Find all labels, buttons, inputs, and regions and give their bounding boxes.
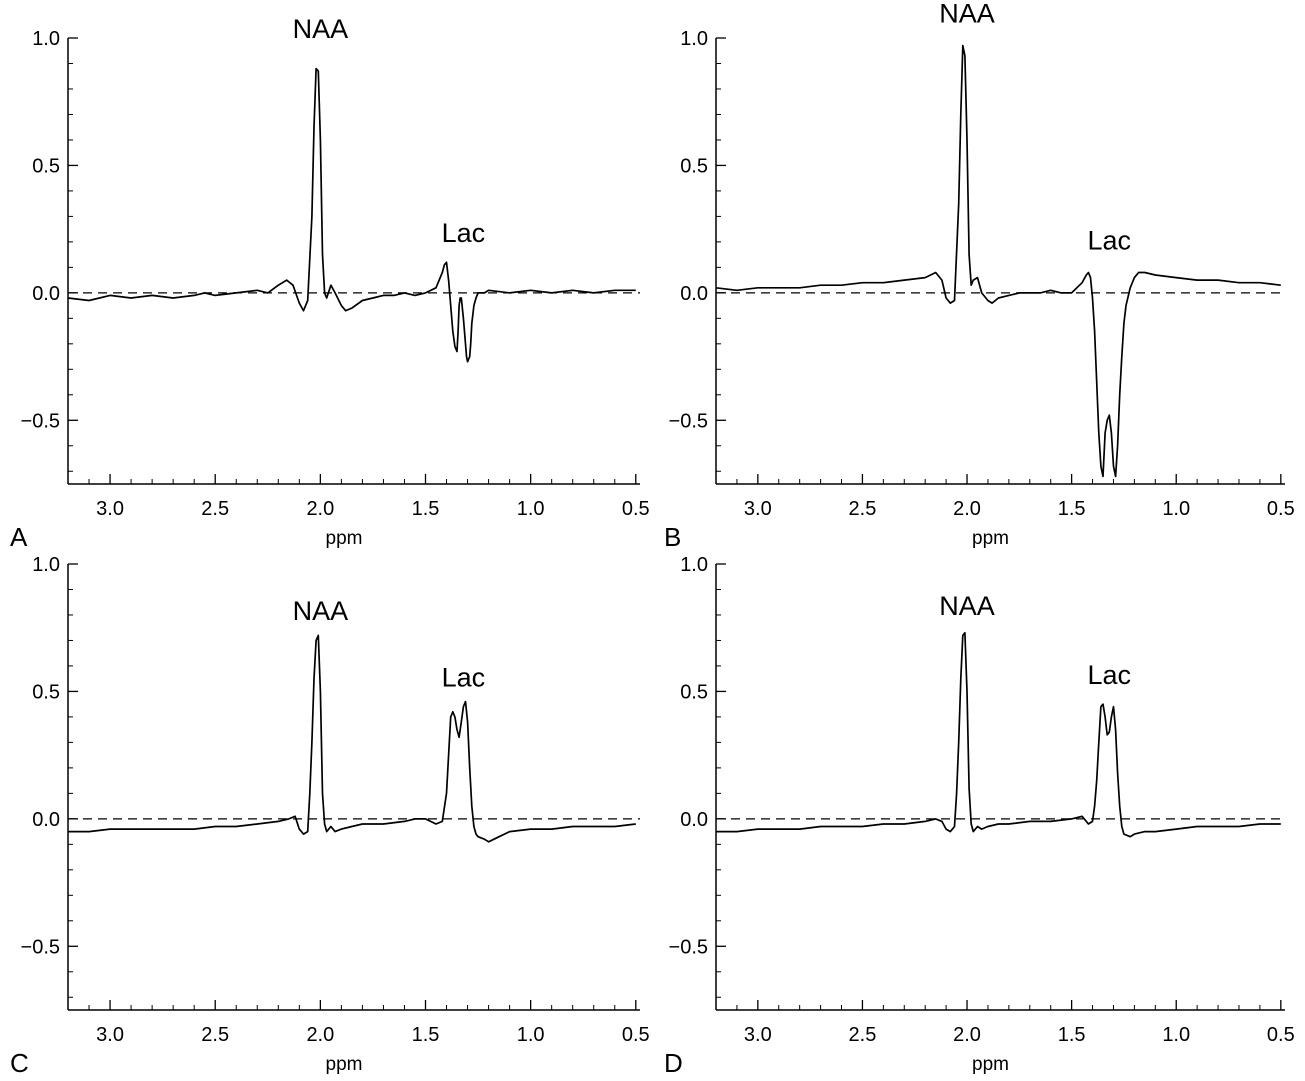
- peak-label-naa: NAA: [293, 596, 349, 626]
- x-axis-label: ppm: [972, 528, 1009, 549]
- peak-label-naa: NAA: [939, 591, 995, 621]
- x-tick-label: 2.0: [306, 498, 334, 520]
- x-tick-label: 0.5: [622, 498, 650, 520]
- x-tick-label: 1.0: [517, 1024, 545, 1046]
- y-tick-label: 0.0: [680, 809, 708, 831]
- x-tick-label: 1.0: [517, 498, 545, 520]
- peak-label-lac: Lac: [1088, 660, 1132, 690]
- spectrum-line: [715, 44, 1281, 478]
- panel-letter: B: [664, 522, 681, 552]
- panel-a: 1.0 0.5 0.0 −0.5 3.0 2.5 2.0 1.5 1.0 0.5 ppm A NAA La…: [10, 14, 650, 552]
- x-tick-label: 0.5: [622, 1024, 650, 1046]
- x-tick-label: 3.0: [96, 1024, 124, 1046]
- x-tick-label: 2.0: [953, 498, 981, 520]
- x-tick-label: 1.0: [1162, 1024, 1190, 1046]
- panel-letter: D: [664, 1048, 683, 1078]
- peak-label-lac: Lac: [1088, 226, 1132, 256]
- y-tick-label: 0.5: [680, 681, 708, 703]
- y-tick-label: 0.0: [32, 809, 60, 831]
- x-tick-label: 3.0: [96, 498, 124, 520]
- x-tick-label: 1.5: [1058, 498, 1086, 520]
- x-tick-label: 1.5: [412, 498, 440, 520]
- x-tick-label: 3.0: [744, 498, 772, 520]
- peak-label-lac: Lac: [442, 218, 486, 248]
- y-tick-label: 1.0: [32, 28, 60, 50]
- peak-label-naa: NAA: [939, 0, 995, 29]
- x-tick-label: 1.5: [1058, 1024, 1086, 1046]
- panel-letter: C: [10, 1048, 29, 1078]
- y-tick-label: 1.0: [680, 554, 708, 576]
- y-tick-label: 0.0: [32, 283, 60, 305]
- x-axis-label: ppm: [326, 1054, 363, 1075]
- peak-label-naa: NAA: [293, 14, 349, 44]
- peak-label-lac: Lac: [442, 662, 486, 692]
- x-tick-label: 2.5: [849, 1024, 877, 1046]
- panel-c: 1.0 0.5 0.0 −0.5 3.0 2.5 2.0 1.5 1.0 0.5 ppm C NAA La…: [10, 554, 650, 1078]
- panel-b: 1.0 0.5 0.0 −0.5 3.0 2.5 2.0 1.5 1.0 0.5 ppm B NAA La…: [664, 0, 1295, 552]
- x-tick-label: 2.0: [953, 1024, 981, 1046]
- x-tick-label: 1.0: [1162, 498, 1190, 520]
- spectrum-line: [68, 634, 636, 843]
- x-tick-label: 0.5: [1267, 498, 1295, 520]
- x-tick-label: 2.5: [849, 498, 877, 520]
- y-tick-label: 0.5: [680, 155, 708, 177]
- y-tick-label: 0.0: [680, 283, 708, 305]
- y-tick-label: 1.0: [32, 554, 60, 576]
- y-tick-label: −0.5: [21, 410, 60, 432]
- spectrum-line: [67, 67, 636, 363]
- y-tick-label: 0.5: [32, 681, 60, 703]
- y-tick-label: −0.5: [21, 936, 60, 958]
- x-axis-label: ppm: [326, 528, 363, 549]
- y-tick-label: −0.5: [669, 936, 708, 958]
- panel-letter: A: [10, 522, 28, 552]
- x-tick-label: 1.5: [412, 1024, 440, 1046]
- y-tick-label: 1.0: [680, 28, 708, 50]
- panel-d: 1.0 0.5 0.0 −0.5 3.0 2.5 2.0 1.5 1.0 0.5 ppm D NAA La…: [664, 554, 1295, 1078]
- y-tick-label: 0.5: [32, 155, 60, 177]
- y-tick-label: −0.5: [669, 410, 708, 432]
- spectrum-line: [716, 631, 1281, 838]
- x-axis-label: ppm: [972, 1054, 1009, 1075]
- x-tick-label: 2.5: [201, 498, 229, 520]
- x-tick-label: 0.5: [1267, 1024, 1295, 1046]
- x-tick-label: 2.0: [306, 1024, 334, 1046]
- x-tick-label: 3.0: [744, 1024, 772, 1046]
- x-tick-label: 2.5: [201, 1024, 229, 1046]
